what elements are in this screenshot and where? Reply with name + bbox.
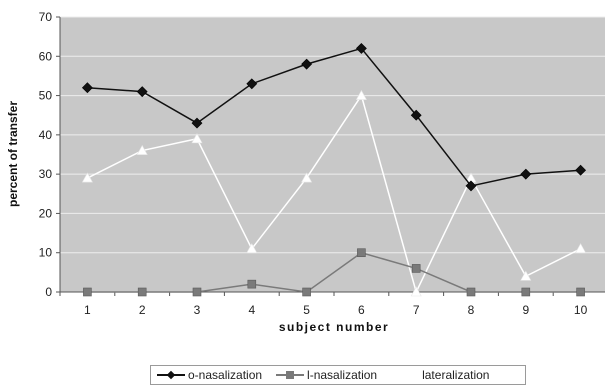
legend-key-lateralization: [391, 369, 420, 381]
l-nasalization-point: [192, 287, 202, 297]
x-tick-label: 1: [84, 303, 91, 317]
legend-item-o-nasalization: o-nasalization: [157, 368, 262, 382]
lateralization-line: [87, 93, 581, 295]
lateralization-point: [191, 133, 203, 144]
o-nasalization-point: [301, 58, 313, 70]
o-nasalization-point: [465, 180, 477, 192]
x-tick-label: 9: [522, 303, 529, 317]
x-tick-label: 10: [574, 303, 588, 317]
o-nasalization-point: [246, 78, 258, 90]
o-nasalization-point: [191, 117, 203, 129]
lateralization-point: [575, 243, 587, 254]
l-nasalization-point: [411, 264, 421, 273]
x-tick-label: 3: [194, 303, 201, 317]
x-tick-label: 5: [303, 303, 310, 317]
legend-item-lateralization: lateralization: [391, 368, 489, 382]
o-nasalization-point: [355, 43, 367, 54]
y-axis-title: percent of transfer: [6, 101, 20, 207]
y-tick-label: 10: [39, 246, 53, 260]
plot-area: [60, 17, 605, 292]
l-nasalization-point: [302, 287, 311, 297]
l-nasalization-point: [521, 287, 531, 297]
l-nasalization-point: [466, 287, 476, 297]
lateralization-point: [520, 270, 532, 281]
line-chart: 0 10 20 30 40 50 60 70 1 2 3 4 5 6 7 8 9 10 subject numbe…: [6, 10, 605, 334]
legend-item-l-nasalization: l-nasalization: [276, 368, 377, 382]
x-tick-label: 7: [413, 303, 420, 317]
lateralization-point: [355, 89, 367, 100]
lateralization-point: [136, 144, 148, 155]
o-nasalization-point: [81, 82, 93, 94]
l-nasalization-point: [83, 287, 92, 297]
y-tick-label: 40: [39, 128, 53, 142]
y-tick-label: 50: [39, 89, 53, 103]
y-tick-label: 30: [39, 167, 53, 181]
legend-label: o-nasalization: [188, 368, 263, 382]
y-tick-label: 60: [39, 49, 53, 63]
legend: o-nasalization l-nasalization lateralizati…: [150, 365, 526, 385]
l-nasalization-point: [357, 248, 366, 258]
l-nasalization-line: [87, 251, 581, 293]
legend-label: l-nasalization: [307, 368, 378, 382]
legend-label: lateralization: [422, 368, 490, 382]
lateralization-point: [301, 172, 313, 183]
x-axis-title: subject number: [279, 320, 389, 334]
y-tick-label: 0: [45, 285, 52, 299]
l-nasalization-point: [137, 287, 147, 297]
legend-key-o-nasalization: [157, 369, 185, 381]
x-tick-label: 2: [139, 303, 146, 317]
o-nasalization-point: [520, 168, 532, 180]
lateralization-point: [410, 286, 422, 297]
lateralization-point: [81, 172, 93, 183]
y-tick-label: 70: [39, 10, 53, 24]
o-nasalization-line: [87, 47, 581, 187]
x-tick-label: 4: [248, 303, 255, 317]
o-nasalization-point: [575, 164, 587, 176]
legend-key-l-nasalization: [276, 369, 305, 381]
y-tick-label: 20: [39, 206, 53, 220]
x-tick-label: 8: [468, 303, 475, 317]
l-nasalization-point: [576, 287, 585, 297]
o-nasalization-point: [410, 109, 422, 121]
l-nasalization-point: [247, 279, 257, 289]
lateralization-point: [246, 243, 258, 254]
x-tick-label: 6: [358, 303, 365, 317]
series-layer: [81, 43, 587, 297]
o-nasalization-point: [136, 86, 148, 98]
tick-labels: 0 10 20 30 40 50 60 70 1 2 3 4 5 6 7 8 9 10: [39, 10, 588, 317]
